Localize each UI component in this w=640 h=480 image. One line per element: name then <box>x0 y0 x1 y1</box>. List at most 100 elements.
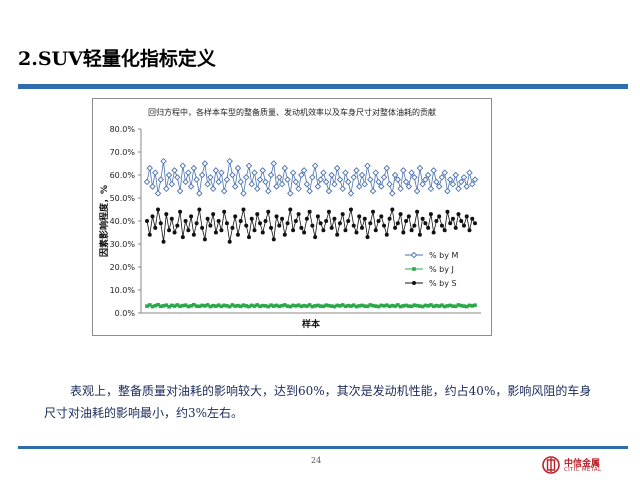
data-point <box>145 219 149 223</box>
data-point <box>420 216 425 221</box>
data-point <box>393 225 398 230</box>
data-point <box>204 180 211 188</box>
data-point <box>466 169 473 176</box>
series-1 <box>145 302 477 309</box>
data-point <box>400 167 407 174</box>
data-point <box>415 209 420 214</box>
data-point <box>440 303 444 307</box>
data-point <box>367 176 374 183</box>
data-point <box>444 187 451 195</box>
data-point <box>170 303 174 308</box>
data-point <box>167 304 171 309</box>
data-point <box>197 207 202 212</box>
data-point <box>327 303 331 308</box>
data-point <box>260 303 265 308</box>
y-tick-label: 30.0% <box>110 240 136 249</box>
data-point <box>147 232 152 237</box>
logo-text-en: CITIC METAL <box>564 467 602 473</box>
y-tick-label: 60.0% <box>110 171 136 180</box>
data-point <box>350 174 357 181</box>
data-point <box>426 304 430 308</box>
data-point <box>277 223 282 228</box>
legend-label: % by S <box>429 279 457 288</box>
series-0 <box>143 157 479 197</box>
data-point <box>423 221 428 226</box>
data-point <box>161 304 166 308</box>
data-point <box>390 207 395 212</box>
data-point <box>258 221 263 226</box>
data-point <box>470 216 475 221</box>
data-point <box>190 164 198 172</box>
data-point <box>226 157 233 165</box>
data-point <box>280 216 285 221</box>
data-point <box>333 164 341 172</box>
data-point <box>242 174 250 181</box>
data-point <box>442 228 447 233</box>
data-point <box>412 267 416 271</box>
data-point <box>269 225 274 230</box>
data-point <box>411 174 418 181</box>
data-point <box>231 183 239 190</box>
data-point <box>387 304 392 309</box>
data-point <box>358 171 366 179</box>
data-point <box>389 190 396 197</box>
data-point <box>269 303 273 307</box>
data-point <box>464 214 469 219</box>
y-tick-label: 50.0% <box>110 194 136 203</box>
data-point <box>427 185 435 193</box>
data-point <box>316 303 320 308</box>
data-point <box>471 176 479 183</box>
data-point <box>310 223 315 228</box>
data-point <box>318 304 323 308</box>
slide-title: 2.SUV轻量化指标定义 <box>18 48 216 70</box>
data-point <box>180 235 185 240</box>
data-point <box>143 178 151 186</box>
data-point <box>309 174 316 181</box>
data-point <box>212 167 220 174</box>
data-point <box>293 219 298 223</box>
data-point <box>251 169 258 176</box>
data-point <box>203 304 207 308</box>
data-point <box>455 185 462 193</box>
data-point <box>410 251 418 259</box>
data-point <box>351 223 356 228</box>
data-point <box>416 164 424 172</box>
data-point <box>347 190 355 197</box>
data-point <box>285 221 290 226</box>
data-point <box>222 209 227 214</box>
data-point <box>445 209 450 214</box>
data-point <box>307 209 312 214</box>
data-point <box>193 176 200 183</box>
data-point <box>418 304 422 308</box>
data-point <box>211 212 216 217</box>
data-point <box>183 219 188 223</box>
data-point <box>152 169 159 176</box>
data-point <box>348 207 353 212</box>
data-point <box>255 212 260 217</box>
data-point <box>354 230 359 235</box>
data-point <box>282 232 287 237</box>
title-underline <box>18 84 628 89</box>
data-point <box>182 178 189 186</box>
data-point <box>371 303 375 308</box>
body-paragraph: 表观上，整备质量对油耗的影响较大，达到60%，其次是发动机性能，约占40%，影响… <box>44 384 592 420</box>
data-point <box>194 221 199 226</box>
data-point <box>464 304 469 309</box>
data-point <box>164 212 169 217</box>
data-point <box>252 304 257 308</box>
data-point <box>277 304 282 309</box>
data-point <box>215 178 222 186</box>
data-point <box>324 219 329 223</box>
data-point <box>404 219 409 223</box>
data-point <box>262 178 269 186</box>
data-point <box>154 190 162 197</box>
legend-item: % by J <box>405 265 454 274</box>
data-point <box>393 304 397 308</box>
data-point <box>292 178 300 186</box>
data-point <box>202 237 207 242</box>
data-point <box>415 303 419 308</box>
data-point <box>337 221 342 226</box>
footer-rule <box>18 446 628 449</box>
data-point <box>189 304 193 308</box>
data-point <box>187 183 195 190</box>
